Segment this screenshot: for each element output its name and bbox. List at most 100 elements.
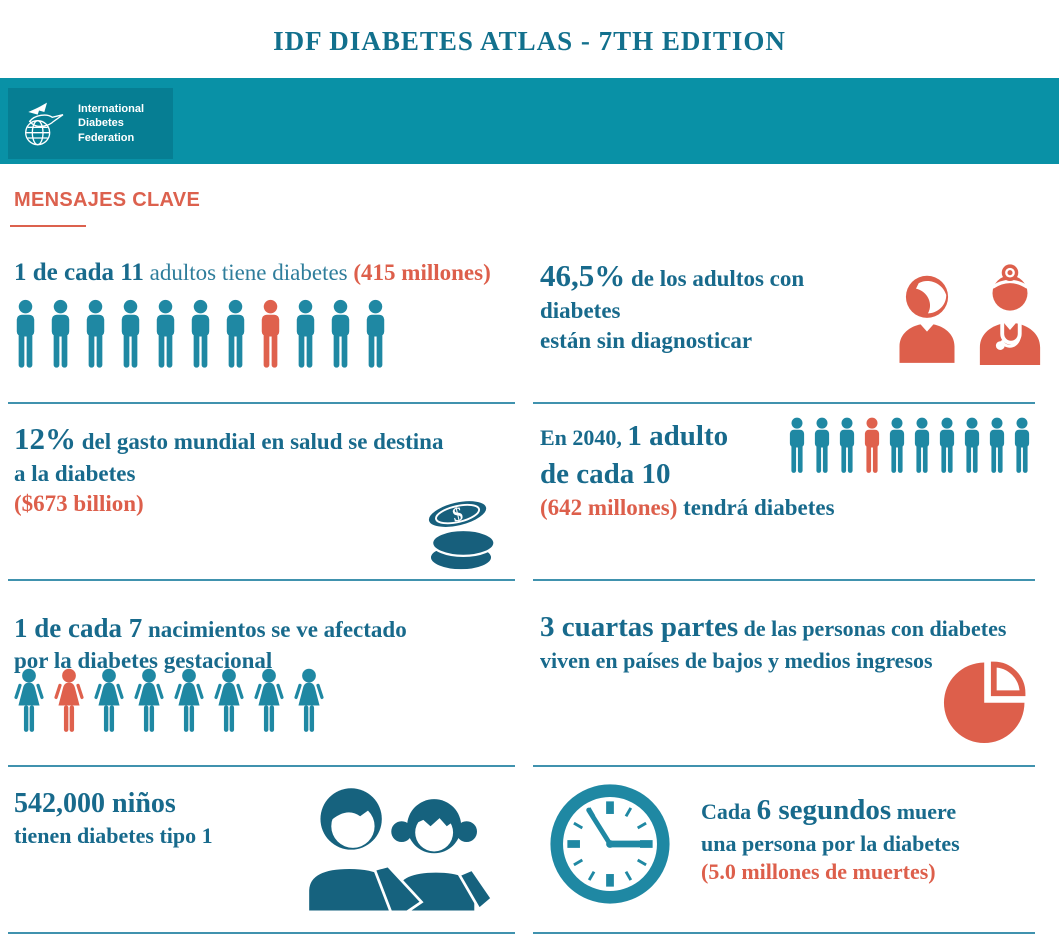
divider-row3-left (8, 765, 515, 767)
male-person-icon (51, 299, 70, 368)
medical-icons (894, 262, 1048, 365)
doctor-icon (979, 264, 1041, 365)
clock-icon (550, 784, 670, 904)
stat-expenditure-line2: a la diabetes (14, 461, 136, 487)
divider-row3-right (533, 765, 1035, 767)
logo-text-line: International (78, 103, 145, 116)
divider-row1-right (533, 402, 1035, 404)
undiagnosed-rest-text: de los adultos con diabetes (540, 266, 805, 324)
adults-lead-text: 1 de cada 11 (14, 259, 144, 286)
male-person-icon (814, 417, 830, 473)
adults-pictograph (12, 299, 389, 374)
female-person-icon (54, 668, 84, 732)
male-person-icon (156, 299, 175, 368)
female-person-icon (174, 668, 204, 732)
male-person-icon (296, 299, 315, 368)
stat-adults: 1 de cada 11 adultos tiene diabetes (415… (14, 257, 519, 290)
births-rest-text: nacimientos se ve afectado (142, 617, 407, 642)
section-heading: MENSAJES CLAVE (14, 189, 201, 211)
divider-bottom-left (8, 932, 515, 934)
expenditure-lead-text: 12% (14, 421, 76, 456)
idf-logo: International Diabetes Federation (8, 88, 173, 159)
stat-deaths-line2: una persona por la diabetes (701, 830, 960, 856)
male-person-icon (939, 417, 955, 473)
stat-low-income-line1: 3 cuartas partes de las personas con dia… (540, 609, 1045, 647)
divider-row2-left (8, 579, 515, 581)
male-person-icon (839, 417, 855, 473)
children-icon (306, 788, 494, 912)
stat-children: 542,000 niños tienen diabetes tipo 1 (14, 786, 299, 851)
stat-low-income: 3 cuartas partes de las personas con dia… (540, 609, 1045, 675)
male-person-icon (964, 417, 980, 473)
births-lead-text: 1 de cada 7 (14, 613, 143, 643)
stat-future-line2: de cada 10 (540, 457, 671, 490)
deaths-suffix-text: muere (891, 799, 957, 824)
adults-highlight-text: (415 millones) (353, 260, 491, 285)
divider-row1-left (8, 402, 515, 404)
logo-text: International Diabetes Federation (78, 102, 144, 145)
stat-future-line1: En 2040, 1 adulto (540, 418, 960, 456)
stat-children-line2: tienen diabetes tipo 1 (14, 823, 213, 849)
expenditure-rest-text: del gasto mundial en salud se destina (76, 429, 444, 454)
stat-expenditure: 12% del gasto mundial en salud se destin… (14, 419, 494, 519)
male-person-icon (191, 299, 210, 368)
male-person-icon (16, 299, 35, 368)
stat-undiagnosed-line1: 46,5% de los adultos con diabetes (540, 256, 890, 326)
stat-births-line1: 1 de cada 7 nacimientos se ve afectado (14, 611, 519, 646)
male-person-icon (789, 417, 805, 473)
male-person-icon (1014, 417, 1030, 473)
coin-stack-icon: $ (426, 498, 496, 572)
stat-deaths-highlight: (5.0 millones de muertes) (701, 859, 936, 885)
male-person-icon (864, 417, 880, 473)
logo-text-line: Federation (78, 131, 135, 144)
future-lead1-text: 1 adulto (627, 420, 729, 452)
future-highlight-text: (642 millones) (540, 495, 678, 521)
male-person-icon (261, 299, 280, 368)
female-person-icon (254, 668, 284, 732)
stat-low-income-line2: viven en países de bajos y medios ingres… (540, 647, 933, 673)
divider-bottom-right (533, 932, 1035, 934)
deaths-prefix-text: Cada (701, 799, 757, 824)
births-pictograph (12, 668, 326, 744)
stat-deaths-line1: Cada 6 segundos muere (701, 792, 1046, 830)
male-person-icon (914, 417, 930, 473)
patient-icon (899, 275, 955, 363)
deaths-lead-text: 6 segundos (756, 794, 892, 826)
future-pictograph (786, 417, 1033, 478)
low-income-lead-text: 3 cuartas partes (540, 611, 739, 643)
future-suffix-text: tendrá diabetes (677, 495, 835, 521)
female-person-icon (14, 668, 44, 732)
stat-future: En 2040, 1 adulto de cada 10 (642 millon… (540, 418, 960, 523)
section-underline (10, 225, 86, 227)
stat-children-lead: 542,000 niños (14, 788, 176, 819)
pie-chart-icon (943, 661, 1026, 744)
hummingbird-globe-icon (25, 102, 64, 145)
stat-adults-heading: 1 de cada 11 adultos tiene diabetes (415… (14, 257, 519, 290)
header-banner: International Diabetes Federation (0, 78, 1059, 164)
female-person-icon (94, 668, 124, 732)
page-title: IDF DIABETES ATLAS - 7TH EDITION (273, 26, 786, 56)
female-person-icon (214, 668, 244, 732)
male-person-icon (121, 299, 140, 368)
logo-text-line: Diabetes (78, 117, 124, 130)
stat-deaths: Cada 6 segundos muere una persona por la… (701, 792, 1046, 887)
female-person-icon (134, 668, 164, 732)
adults-rest-text: adultos tiene diabetes (143, 260, 354, 285)
divider-row2-right (533, 579, 1035, 581)
undiagnosed-lead-text: 46,5% (540, 258, 626, 293)
male-person-icon (889, 417, 905, 473)
stat-expenditure-line1: 12% del gasto mundial en salud se destin… (14, 419, 494, 459)
male-person-icon (86, 299, 105, 368)
stat-future-line3: (642 millones) tendrá diabetes (540, 493, 960, 523)
stat-undiagnosed: 46,5% de los adultos con diabetes están … (540, 256, 890, 356)
male-person-icon (226, 299, 245, 368)
female-person-icon (294, 668, 324, 732)
male-person-icon (989, 417, 1005, 473)
stat-undiagnosed-line2: están sin diagnosticar (540, 328, 753, 354)
stat-births: 1 de cada 7 nacimientos se ve afectado p… (14, 611, 519, 676)
stat-expenditure-highlight: ($673 billion) (14, 491, 144, 517)
low-income-rest-text: de las personas con diabetes (738, 616, 1007, 641)
future-prefix-text: En 2040, (540, 425, 628, 450)
male-person-icon (366, 299, 385, 368)
